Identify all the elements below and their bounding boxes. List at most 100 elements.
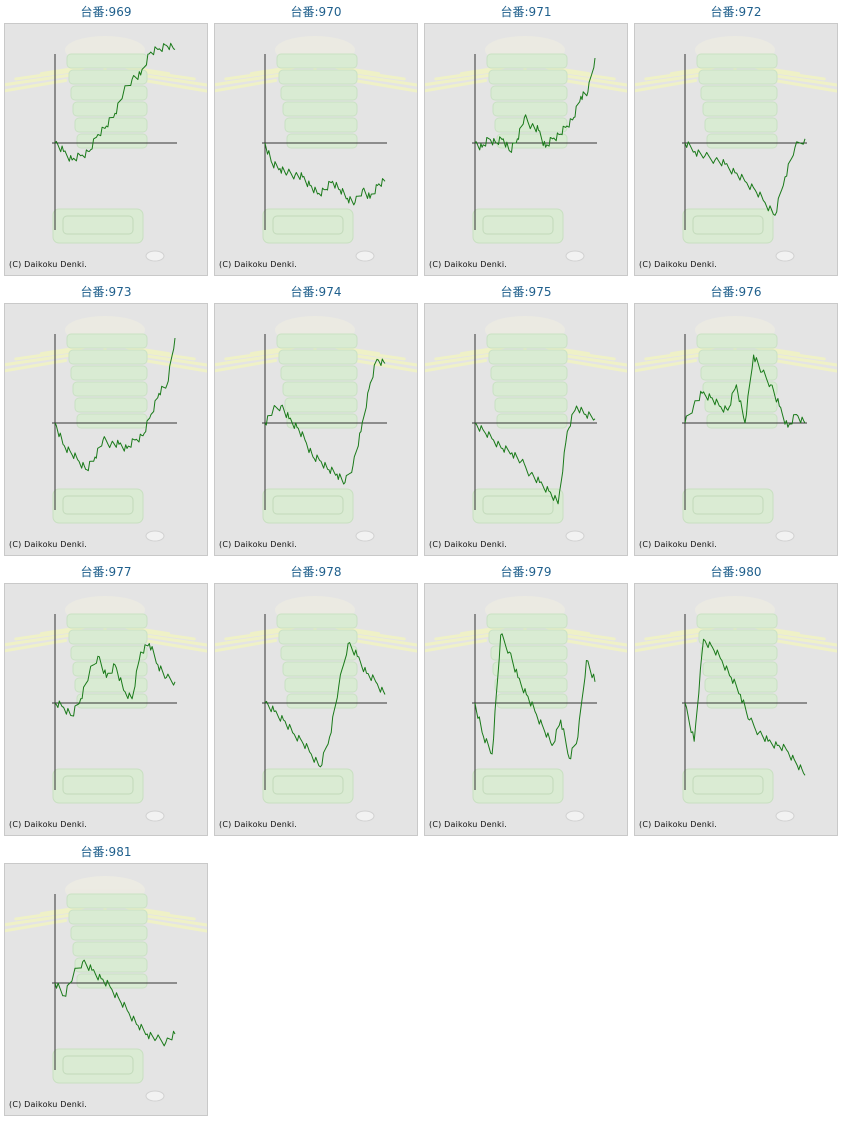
coin-icon xyxy=(565,530,585,542)
background-illustration xyxy=(5,36,207,262)
sunburst-ray xyxy=(635,353,701,367)
coin-icon xyxy=(565,810,585,822)
machine-number-title[interactable]: 台番:981 xyxy=(80,845,132,859)
machine-number-title[interactable]: 台番:975 xyxy=(500,285,552,299)
base-tray-inner xyxy=(272,215,344,235)
base-tray-inner xyxy=(482,215,554,235)
stacked-tray xyxy=(702,101,778,117)
stacked-tray xyxy=(284,397,358,413)
machine-number-title[interactable]: 台番:980 xyxy=(710,565,762,579)
stacked-tray xyxy=(704,677,778,693)
sunburst-ray xyxy=(434,349,497,361)
machine-number-title[interactable]: 台番:971 xyxy=(500,5,552,19)
balance-line xyxy=(54,337,176,472)
stacked-tray xyxy=(702,381,778,397)
stacked-tray xyxy=(486,333,568,349)
sunburst-ray xyxy=(5,919,68,933)
machine-chart-panel[interactable]: 台番:974 (C) Daikoku Denki. xyxy=(214,284,418,556)
sunburst-ray xyxy=(644,349,707,361)
machine-number-title[interactable]: 台番:972 xyxy=(710,5,762,19)
machine-chart-panel[interactable]: 台番:972 (C) Daikoku Denki. xyxy=(634,4,838,276)
machine-chart-panel[interactable]: 台番:978 (C) Daikoku Denki. xyxy=(214,564,418,836)
graph-panel: (C) Daikoku Denki. xyxy=(214,303,418,556)
stacked-tray xyxy=(286,413,358,429)
sunburst-ray xyxy=(14,909,77,921)
machine-chart-panel[interactable]: 台番:971 (C) Daikoku Denki. xyxy=(424,4,628,276)
machine-number-title[interactable]: 台番:977 xyxy=(80,565,132,579)
sunburst-ray xyxy=(5,913,71,927)
coin-icon xyxy=(145,530,165,542)
balance-line xyxy=(54,643,176,717)
machine-chart-panel[interactable]: 台番:981 (C) Daikoku Denki. xyxy=(4,844,208,1116)
sunburst-ray xyxy=(14,349,77,361)
stacked-tray xyxy=(696,333,778,349)
machine-chart-panel[interactable]: 台番:973 (C) Daikoku Denki. xyxy=(4,284,208,556)
machine-chart-panel[interactable]: 台番:977 (C) Daikoku Denki. xyxy=(4,564,208,836)
sunburst-ray xyxy=(352,359,417,373)
sunburst-ray xyxy=(139,913,207,927)
stacked-tray xyxy=(70,365,148,381)
machine-chart-panel[interactable]: 台番:980 (C) Daikoku Denki. xyxy=(634,564,838,836)
copyright-notice: (C) Daikoku Denki. xyxy=(219,260,298,269)
sunburst-ray xyxy=(5,639,68,653)
stacked-tray xyxy=(278,69,358,85)
sunburst-ray xyxy=(139,73,207,87)
background-illustration xyxy=(635,316,837,542)
sunburst-ray xyxy=(14,69,77,81)
machine-number-title[interactable]: 台番:973 xyxy=(80,285,132,299)
sunburst-ray xyxy=(352,639,417,653)
machine-chart-panel[interactable]: 台番:969 (C) Daikoku Denki. xyxy=(4,4,208,276)
sunburst-ray xyxy=(559,633,627,647)
machine-chart-panel[interactable]: 台番:970 (C) Daikoku Denki. xyxy=(214,4,418,276)
stacked-tray xyxy=(490,85,568,101)
graph-panel: (C) Daikoku Denki. xyxy=(214,583,418,836)
copyright-notice: (C) Daikoku Denki. xyxy=(9,1100,88,1109)
copyright-notice: (C) Daikoku Denki. xyxy=(219,540,298,549)
sunburst-ray xyxy=(215,639,278,653)
coin-icon xyxy=(775,250,795,262)
stacked-tray xyxy=(702,661,778,677)
stacked-tray xyxy=(278,349,358,365)
machine-number-title[interactable]: 台番:969 xyxy=(80,5,132,19)
machine-number-title[interactable]: 台番:979 xyxy=(500,565,552,579)
sunburst-ray xyxy=(635,73,701,87)
stacked-tray xyxy=(280,85,358,101)
base-tray xyxy=(682,208,774,244)
sunburst-ray xyxy=(425,633,491,647)
stacked-tray xyxy=(706,133,778,149)
sunburst-ray xyxy=(5,633,71,647)
slump-graph xyxy=(5,596,207,822)
copyright-notice: (C) Daikoku Denki. xyxy=(639,820,718,829)
stacked-tray xyxy=(276,333,358,349)
slump-graph xyxy=(5,876,207,1102)
machine-chart-panel[interactable]: 台番:979 (C) Daikoku Denki. xyxy=(424,564,628,836)
machine-chart-panel[interactable]: 台番:976 (C) Daikoku Denki. xyxy=(634,284,838,556)
stacked-tray xyxy=(496,413,568,429)
stacked-tray xyxy=(66,333,148,349)
sunburst-ray xyxy=(349,73,417,87)
stacked-tray xyxy=(492,381,568,397)
machine-number-title[interactable]: 台番:974 xyxy=(290,285,342,299)
stacked-tray xyxy=(70,645,148,661)
sunburst-ray xyxy=(434,69,497,81)
stacked-tray xyxy=(286,693,358,709)
machine-chart-panel[interactable]: 台番:975 (C) Daikoku Denki. xyxy=(424,284,628,556)
graph-panel: (C) Daikoku Denki. xyxy=(634,303,838,556)
stacked-tray xyxy=(494,117,568,133)
stacked-tray xyxy=(66,893,148,909)
sunburst-ray xyxy=(425,639,488,653)
sunburst-ray xyxy=(559,73,627,87)
stacked-tray xyxy=(68,69,148,85)
coin-icon xyxy=(145,810,165,822)
base-tray xyxy=(682,768,774,804)
machine-chart-grid: 台番:969 (C) Daikoku Denki. 台番:970 (C) Daikok… xyxy=(4,4,844,1116)
machine-number-title[interactable]: 台番:970 xyxy=(290,5,342,19)
stacked-tray xyxy=(72,101,148,117)
machine-number-title[interactable]: 台番:978 xyxy=(290,565,342,579)
stacked-tray xyxy=(72,381,148,397)
graph-panel: (C) Daikoku Denki. xyxy=(634,23,838,276)
machine-number-title[interactable]: 台番:976 xyxy=(710,285,762,299)
coin-icon xyxy=(355,250,375,262)
graph-panel: (C) Daikoku Denki. xyxy=(214,23,418,276)
graph-panel: (C) Daikoku Denki. xyxy=(424,303,628,556)
